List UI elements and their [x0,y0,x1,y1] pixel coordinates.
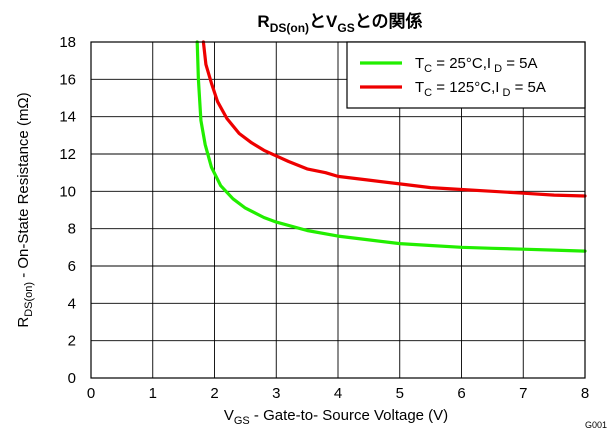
x-tick-label: 5 [396,385,404,402]
series-line-1 [195,40,587,253]
y-tick-label: 10 [59,183,76,200]
chart-title: RDS(on)とVGSとの関係 [257,11,422,35]
y-tick-label: 18 [59,34,76,51]
y-tick-label: 14 [59,109,76,126]
legend-label-2: TC = 125°C,I D = 5A [415,79,546,99]
legend-box [346,41,586,109]
x-tick-label: 0 [87,385,95,402]
legend-label-1: TC = 25°C,I D = 5A [415,55,538,75]
x-tick-label: 8 [581,385,589,402]
curves [195,40,587,253]
legend: TC = 25°C,I D = 5A TC = 125°C,I D = 5A [346,41,586,109]
y-tick-labels: 0 2 4 6 8 10 12 14 16 18 [59,34,76,387]
y-tick-label: 16 [59,71,76,88]
x-tick-label: 6 [457,385,465,402]
y-tick-label: 6 [68,258,76,275]
y-tick-label: 8 [68,221,76,238]
x-tick-label: 4 [334,385,342,402]
y-tick-label: 0 [68,370,76,387]
y-axis-label: RDS(on) - On-State Resistance (mΩ) [15,92,35,327]
x-axis-label: VGS - Gate-to- Source Voltage (V) [224,407,448,427]
series-line-2 [201,40,587,198]
plot-frame [90,41,586,379]
y-tick-label: 4 [68,295,76,312]
x-tick-label: 1 [149,385,157,402]
x-tick-label: 3 [272,385,280,402]
y-tick-label: 2 [68,333,76,350]
x-tick-label: 7 [519,385,527,402]
x-tick-labels: 0 1 2 3 4 5 6 7 8 [87,385,589,402]
figure-id: G001 [585,420,607,430]
y-tick-label: 12 [59,146,76,163]
x-tick-label: 2 [210,385,218,402]
